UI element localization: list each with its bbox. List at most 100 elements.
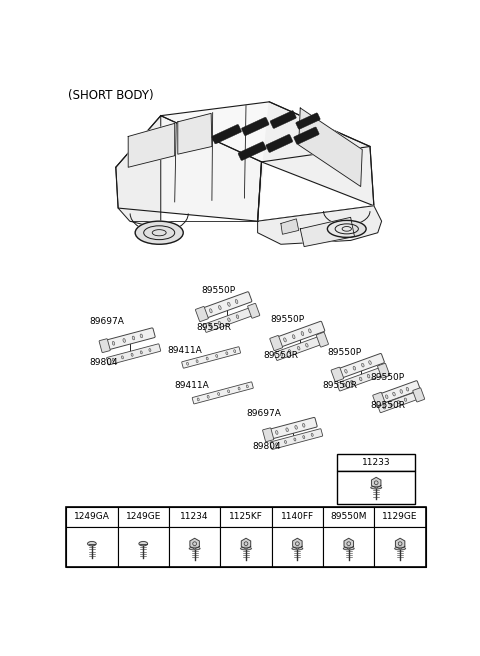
Ellipse shape: [395, 547, 406, 550]
Ellipse shape: [406, 387, 409, 391]
Polygon shape: [372, 478, 381, 488]
Text: 89550P: 89550P: [327, 348, 361, 357]
Text: 89550P: 89550P: [370, 373, 404, 382]
Ellipse shape: [140, 334, 143, 338]
FancyBboxPatch shape: [274, 336, 323, 360]
Polygon shape: [241, 539, 251, 549]
FancyBboxPatch shape: [220, 527, 272, 567]
FancyBboxPatch shape: [248, 303, 260, 318]
FancyBboxPatch shape: [323, 507, 374, 527]
Text: 11233: 11233: [362, 459, 391, 468]
Ellipse shape: [353, 366, 356, 370]
FancyBboxPatch shape: [204, 307, 254, 333]
Ellipse shape: [228, 318, 230, 321]
FancyBboxPatch shape: [374, 527, 426, 567]
Ellipse shape: [360, 377, 362, 381]
Ellipse shape: [135, 221, 183, 244]
Polygon shape: [116, 115, 262, 221]
Ellipse shape: [343, 383, 346, 387]
Text: 1125KF: 1125KF: [229, 512, 263, 522]
Ellipse shape: [351, 380, 353, 384]
FancyBboxPatch shape: [195, 306, 208, 321]
Ellipse shape: [298, 346, 300, 350]
FancyBboxPatch shape: [192, 382, 253, 404]
Ellipse shape: [121, 356, 123, 359]
Polygon shape: [258, 102, 374, 221]
Ellipse shape: [400, 390, 403, 394]
Ellipse shape: [393, 392, 395, 396]
Ellipse shape: [276, 430, 278, 434]
Ellipse shape: [234, 350, 236, 353]
Text: 89411A: 89411A: [167, 346, 202, 355]
Ellipse shape: [311, 434, 313, 436]
FancyBboxPatch shape: [104, 328, 155, 350]
FancyBboxPatch shape: [316, 332, 328, 347]
Ellipse shape: [306, 344, 308, 347]
Ellipse shape: [303, 436, 305, 439]
Text: 89550R: 89550R: [196, 323, 231, 332]
Polygon shape: [293, 539, 302, 549]
FancyBboxPatch shape: [270, 429, 323, 449]
FancyBboxPatch shape: [373, 392, 385, 407]
Ellipse shape: [397, 400, 400, 403]
Ellipse shape: [236, 315, 239, 318]
Ellipse shape: [371, 486, 382, 489]
Ellipse shape: [383, 405, 385, 409]
Ellipse shape: [123, 338, 125, 342]
Ellipse shape: [284, 338, 286, 342]
Text: 89550R: 89550R: [370, 401, 405, 411]
Ellipse shape: [226, 352, 228, 355]
Text: 1249GE: 1249GE: [126, 512, 161, 522]
Ellipse shape: [295, 426, 297, 429]
Ellipse shape: [87, 541, 96, 546]
Text: 89550R: 89550R: [322, 380, 357, 390]
Ellipse shape: [218, 306, 221, 310]
Ellipse shape: [369, 361, 371, 365]
Text: 89697A: 89697A: [246, 409, 281, 418]
Ellipse shape: [216, 354, 218, 358]
FancyBboxPatch shape: [118, 527, 169, 567]
FancyBboxPatch shape: [268, 417, 317, 439]
Polygon shape: [116, 115, 161, 229]
FancyBboxPatch shape: [182, 347, 240, 368]
Ellipse shape: [385, 395, 388, 399]
Ellipse shape: [235, 300, 238, 304]
Ellipse shape: [246, 385, 248, 388]
FancyBboxPatch shape: [337, 472, 415, 504]
Ellipse shape: [228, 390, 229, 393]
Text: 89804: 89804: [89, 358, 118, 367]
Text: 1140FF: 1140FF: [281, 512, 314, 522]
Text: 89411A: 89411A: [175, 380, 209, 390]
FancyBboxPatch shape: [238, 142, 266, 161]
Text: 1249GA: 1249GA: [74, 512, 110, 522]
Polygon shape: [178, 113, 212, 154]
FancyBboxPatch shape: [241, 117, 269, 136]
Ellipse shape: [139, 541, 147, 546]
Ellipse shape: [140, 351, 142, 354]
Ellipse shape: [217, 392, 220, 396]
Ellipse shape: [309, 329, 311, 333]
FancyBboxPatch shape: [331, 367, 344, 382]
Ellipse shape: [218, 321, 221, 325]
Ellipse shape: [112, 358, 114, 361]
FancyBboxPatch shape: [212, 125, 241, 144]
Ellipse shape: [301, 331, 304, 336]
Ellipse shape: [149, 348, 151, 352]
FancyBboxPatch shape: [323, 527, 374, 567]
FancyBboxPatch shape: [294, 127, 319, 144]
Ellipse shape: [240, 547, 252, 550]
FancyBboxPatch shape: [266, 134, 293, 152]
Ellipse shape: [343, 547, 354, 550]
Ellipse shape: [404, 398, 407, 401]
Text: 89550P: 89550P: [202, 286, 236, 295]
Text: 89550R: 89550R: [263, 352, 298, 360]
Text: 89697A: 89697A: [89, 317, 124, 326]
FancyBboxPatch shape: [337, 354, 384, 379]
FancyBboxPatch shape: [270, 111, 296, 129]
Polygon shape: [344, 539, 353, 549]
FancyBboxPatch shape: [66, 507, 118, 527]
Ellipse shape: [228, 302, 230, 306]
Text: 89550M: 89550M: [331, 512, 367, 522]
FancyBboxPatch shape: [276, 321, 325, 348]
Ellipse shape: [292, 547, 303, 550]
